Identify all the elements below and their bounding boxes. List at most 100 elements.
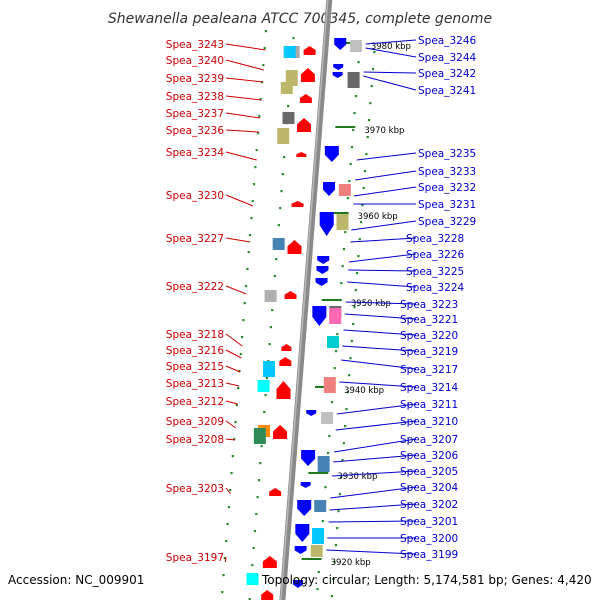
label-leader <box>343 329 417 336</box>
track-dot <box>334 350 338 353</box>
track-dot <box>332 578 335 581</box>
label-leader <box>225 194 254 207</box>
track-dot <box>280 190 283 193</box>
kbp-label: 3960 kbp <box>358 212 398 222</box>
track-dot <box>352 129 355 132</box>
track-dot <box>369 102 372 105</box>
track-dot <box>275 258 278 261</box>
label-leader <box>363 71 417 74</box>
gene-arrow-up <box>284 291 297 299</box>
label-leader <box>225 129 259 133</box>
label-leader <box>225 438 235 441</box>
right-gene-label: Spea_3242 <box>418 68 476 80</box>
label-leader <box>330 486 417 499</box>
kbp-label: 3950 kbp <box>351 299 391 309</box>
left-gene-label: Spea_3243 <box>166 39 224 51</box>
right-gene-label: Spea_3207 <box>400 434 458 446</box>
kbp-label: 3940 kbp <box>344 386 384 396</box>
track-dot <box>248 598 251 600</box>
track-dot <box>260 445 263 448</box>
left-gene-label: Spea_3230 <box>166 190 224 202</box>
feature-box <box>329 308 342 324</box>
track-dot <box>287 105 290 108</box>
label-leader <box>225 43 266 51</box>
label-leader <box>224 556 227 563</box>
gene-arrow-down <box>292 580 303 588</box>
label-leader <box>225 487 232 495</box>
track-dot <box>326 452 330 455</box>
track-dot <box>262 64 265 67</box>
right-gene-label: Spea_3223 <box>400 299 458 311</box>
label-leader <box>365 39 417 45</box>
label-leader <box>348 253 417 263</box>
track-dot <box>344 231 347 234</box>
feature-box <box>336 214 349 230</box>
track-dot <box>362 187 365 190</box>
track-dot <box>330 401 334 404</box>
label-leader <box>353 186 417 197</box>
label-leader <box>225 112 261 119</box>
track-dot <box>259 462 262 465</box>
track-dot <box>328 435 331 438</box>
label-leader <box>336 403 417 415</box>
right-gene-label: Spea_3220 <box>400 330 458 342</box>
right-gene-label: Spea_3244 <box>418 52 477 64</box>
gene-arrow-up <box>299 94 312 103</box>
track-dot <box>235 404 238 407</box>
track-dot <box>251 564 254 567</box>
label-leader <box>225 420 237 429</box>
feature-box <box>314 500 327 512</box>
track-dot <box>349 357 352 360</box>
label-leader <box>225 400 238 405</box>
track-dot <box>334 544 337 547</box>
feature-box <box>282 112 295 124</box>
track-dot <box>264 394 267 397</box>
left-gene-label: Spea_3218 <box>166 329 224 341</box>
track-dot <box>247 251 250 254</box>
left-gene-label: Spea_3237 <box>166 108 224 120</box>
track-dot <box>281 173 284 176</box>
right-gene-label: Spea_3246 <box>418 35 477 47</box>
right-gene-label: Spea_3211 <box>400 399 458 411</box>
track-dot <box>321 520 324 523</box>
gene-arrow-up <box>262 556 277 568</box>
right-gene-label: Spea_3224 <box>406 282 465 294</box>
feature-box <box>257 380 270 392</box>
gene-arrow-up <box>269 488 282 496</box>
gene-arrow-down <box>295 524 310 542</box>
track-dot <box>357 61 360 64</box>
label-leader <box>365 47 417 58</box>
feature-box <box>327 336 340 348</box>
track-dot <box>356 272 359 275</box>
label-leader <box>225 77 263 83</box>
track-dot <box>354 289 357 292</box>
track-dot <box>340 476 343 479</box>
gene-arrow-down <box>294 546 307 554</box>
gene-arrow-up <box>273 425 288 439</box>
track-dot <box>277 224 280 227</box>
feature-box <box>347 72 360 88</box>
label-leader <box>344 313 417 320</box>
track-dot <box>344 425 347 428</box>
feature-box <box>246 573 259 585</box>
gene-arrow-down <box>300 482 311 488</box>
right-gene-label: Spea_3219 <box>400 346 458 358</box>
label-leader <box>225 285 247 295</box>
track-dot <box>225 540 228 543</box>
track-dot <box>337 510 340 513</box>
track-dot <box>248 234 252 237</box>
feature-box <box>277 128 290 144</box>
right-gene-label: Spea_3228 <box>406 233 464 245</box>
gene-labels: Spea_3243 Spea_3240 Spea_3239 Spea_3238 Spea… <box>166 35 477 564</box>
left-gene-label: Spea_3239 <box>166 73 224 85</box>
right-gene-label: Spea_3241 <box>418 85 476 97</box>
left-gene-label: Spea_3234 <box>166 147 225 159</box>
gene-arrow-down <box>306 410 317 416</box>
track-dot <box>237 387 240 390</box>
track-dot <box>336 527 339 530</box>
track-dot <box>346 197 350 200</box>
label-leader <box>225 333 243 347</box>
label-leader <box>351 220 417 231</box>
label-leader <box>225 382 240 387</box>
